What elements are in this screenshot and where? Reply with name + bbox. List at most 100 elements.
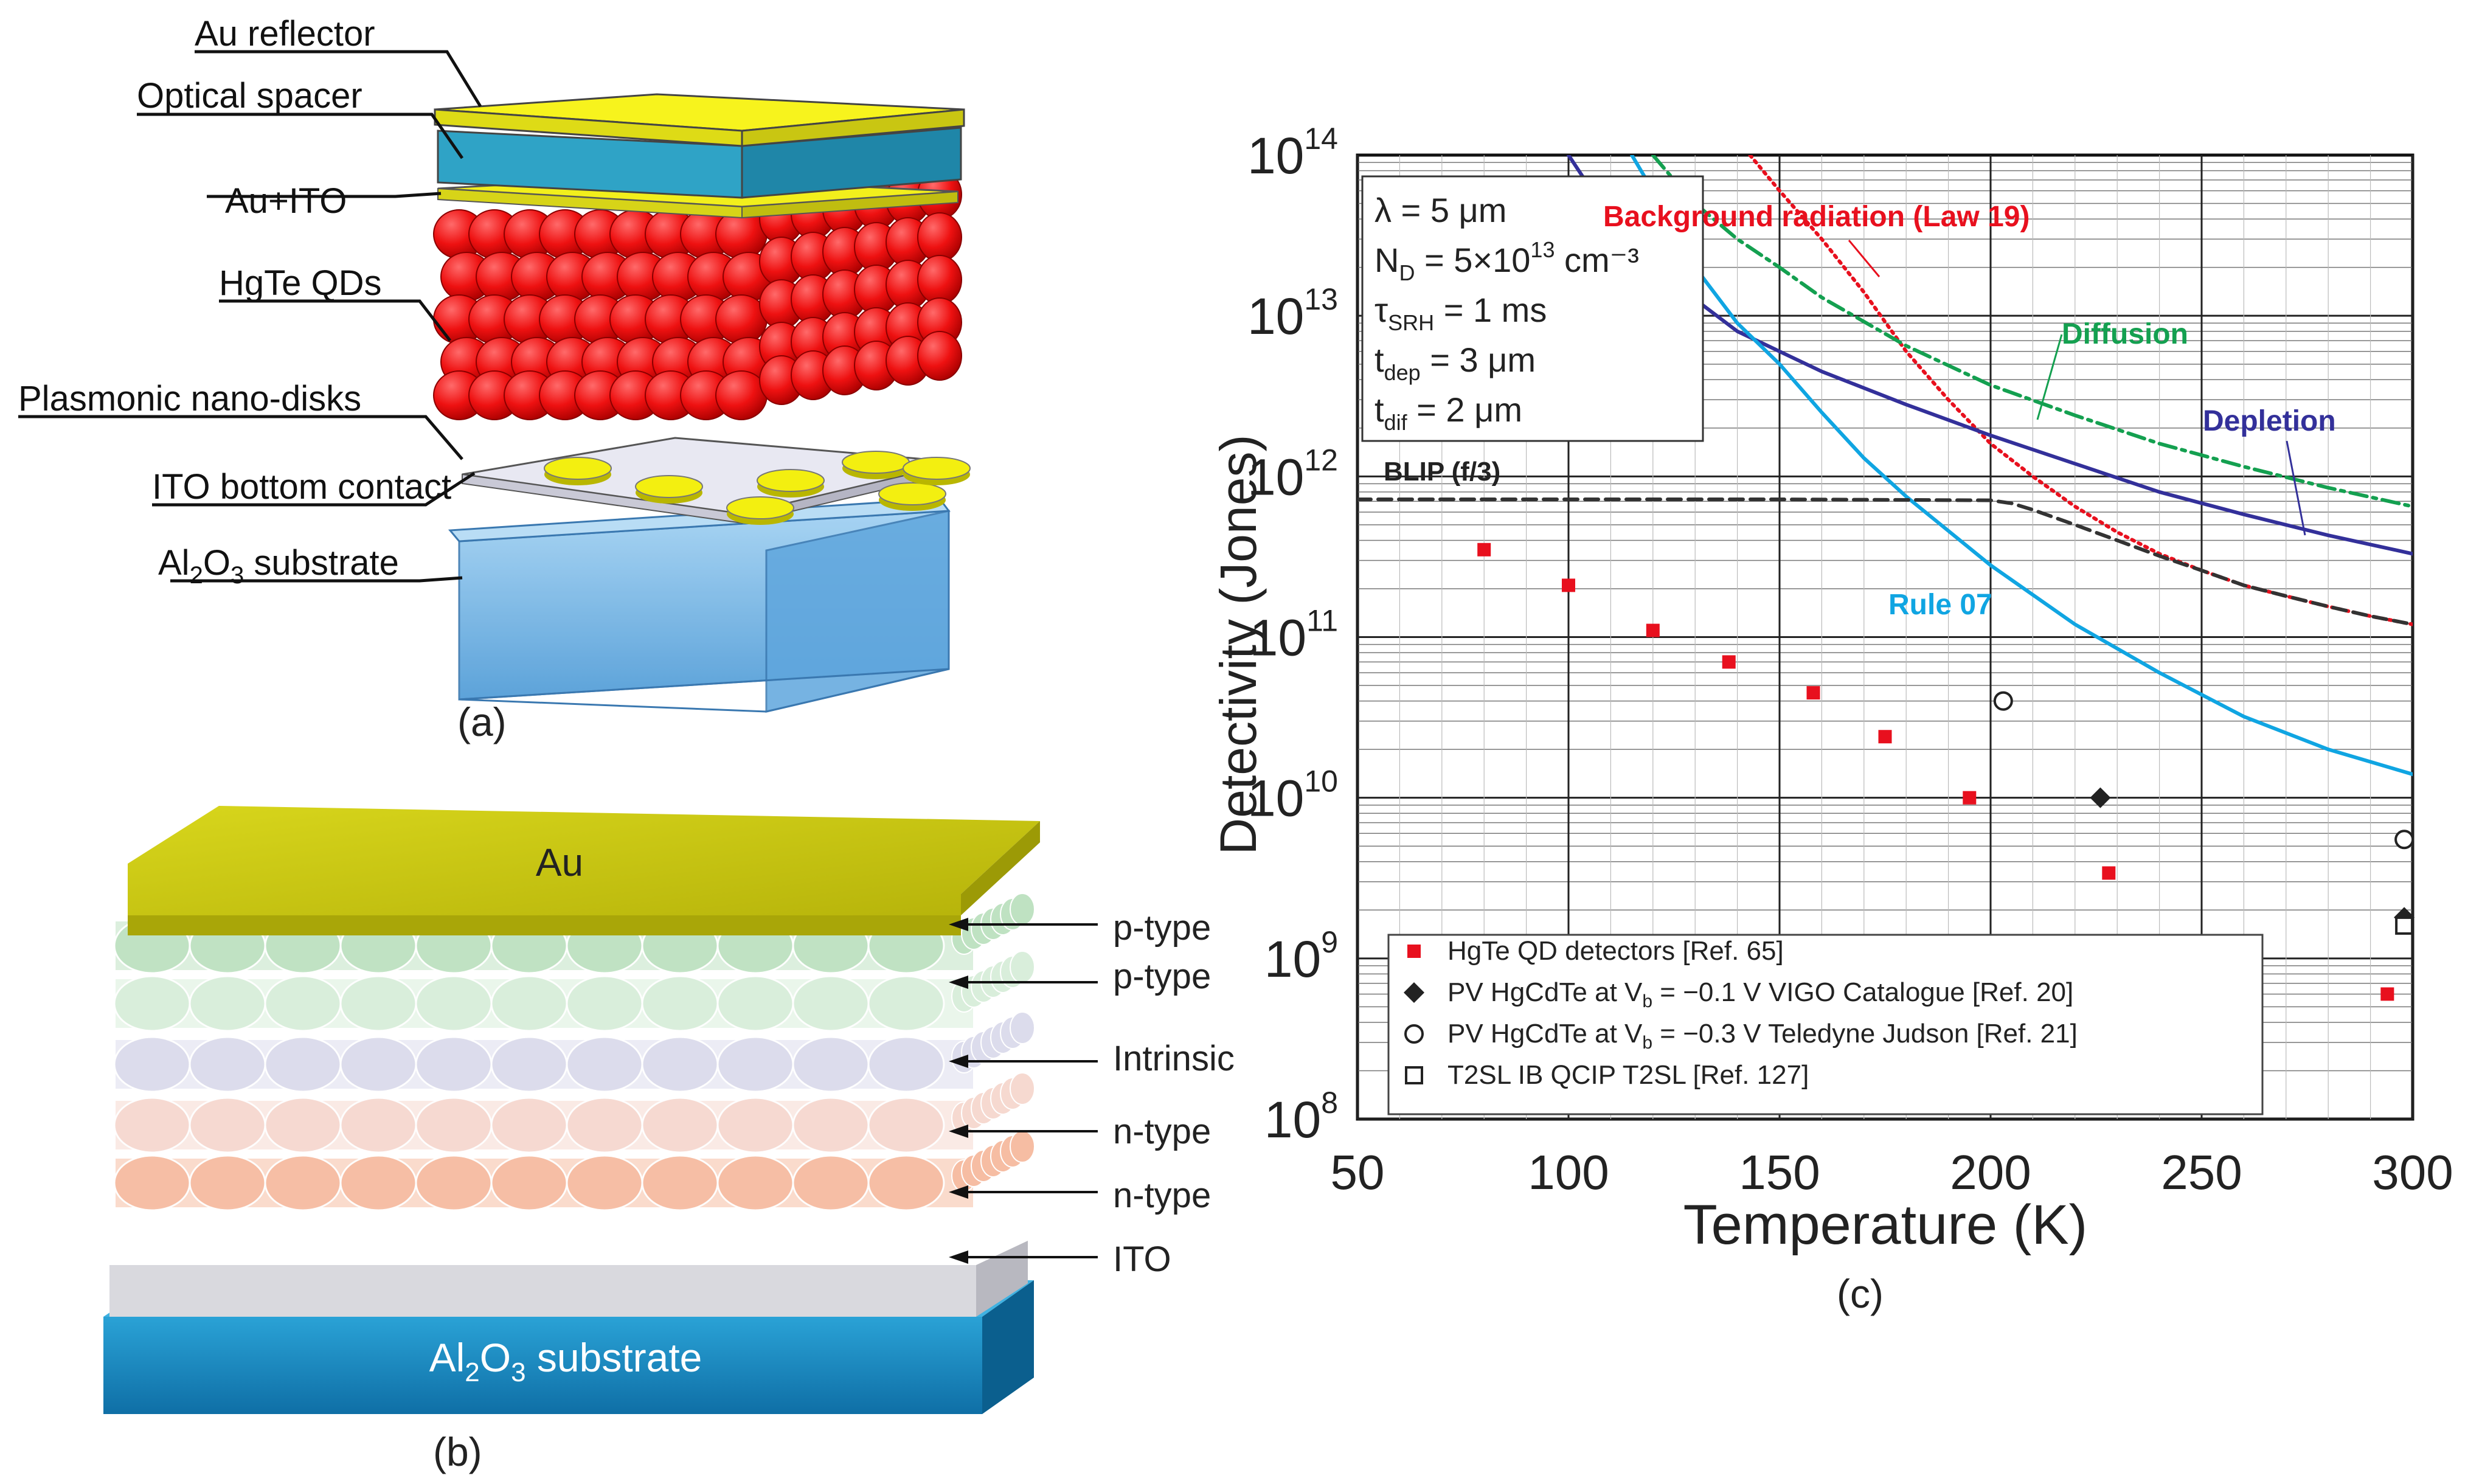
y-tick-label: 108 <box>1264 1086 1338 1148</box>
param-line: ND = 5×1013 cm⁻³ <box>1374 237 1639 285</box>
qd-sphere-b <box>415 1036 493 1093</box>
x-tick-label: 200 <box>1950 1145 2031 1199</box>
qd-sphere-b <box>339 1154 417 1212</box>
qd-sphere-b <box>189 1154 266 1212</box>
y-tick-label: 1012 <box>1247 443 1338 505</box>
qd-sphere-b <box>716 1097 794 1154</box>
legend-entry: HgTe QD detectors [Ref. 65] <box>1447 936 1784 966</box>
qd-sphere-b <box>339 975 417 1032</box>
legend-marker <box>1404 982 1424 1003</box>
ito-layer-b <box>109 1265 976 1317</box>
qd-sphere-b <box>113 1097 191 1154</box>
qd-sphere-b <box>1010 1011 1035 1044</box>
qd-sphere-b <box>113 1154 191 1212</box>
x-axis-label: Temperature (K) <box>1683 1194 2088 1256</box>
qd-sphere-b <box>792 1154 870 1212</box>
data-point <box>1963 791 1977 805</box>
x-tick-label: 300 <box>2372 1145 2453 1199</box>
qd-layers-b <box>113 893 1035 1212</box>
panel-c-detectivity-chart: 50 100 150 200 250 300 108 109 1010 1011 1012 1013 1… <box>1210 122 2453 1316</box>
label-ito-bottom-contact: ITO bottom contact <box>152 467 451 507</box>
label-optical-spacer: Optical spacer <box>137 76 362 116</box>
layer-arrow-head <box>949 918 968 931</box>
legend-marker <box>1404 1024 1424 1044</box>
curve-blip-f-3- <box>1357 498 2413 626</box>
qd-sphere-b <box>490 1154 568 1212</box>
label-substrate-a: Al2O3 substrate <box>158 543 399 589</box>
qd-sphere-b <box>1010 951 1035 983</box>
axis-tick-labels: 50 100 150 200 250 300 108 109 1010 1011 1012 1013 1… <box>1247 122 2453 1199</box>
qd-sphere-b <box>641 1036 719 1093</box>
label-pointers <box>1848 240 2306 536</box>
layer-label: n-type <box>1113 1112 1211 1151</box>
y-tick-label: 1011 <box>1250 604 1338 667</box>
data-point <box>1562 578 1575 592</box>
qd-sphere-b <box>867 975 945 1032</box>
qd-sphere-b <box>566 1097 643 1154</box>
qd-sphere-b <box>113 1036 191 1093</box>
substrate-b <box>103 1317 982 1414</box>
params-text: λ = 5 μm ND = 5×1013 cm⁻³ τSRH = 1 ms tdep … <box>1374 191 1639 435</box>
y-axis-label: Detectivity (Jones) <box>1210 435 1267 855</box>
x-tick-label: 100 <box>1528 1145 1609 1199</box>
nano-disk <box>544 457 612 480</box>
qd-sphere-b <box>792 975 870 1032</box>
layer-arrow-head <box>949 1250 968 1264</box>
label-hgte-qds: HgTe QDs <box>219 263 382 303</box>
qd-sphere-b <box>867 1097 945 1154</box>
qd-sphere-b <box>867 1036 945 1093</box>
layer-arrow-head <box>949 976 968 989</box>
qd-sphere-b <box>264 1154 342 1212</box>
legend: HgTe QD detectors [Ref. 65] PV HgCdTe at … <box>1404 936 2078 1090</box>
plasmonic-nano-disks <box>544 451 971 525</box>
qd-sphere <box>917 255 962 305</box>
nano-disk <box>726 496 794 519</box>
label-plasmonic-nano-disks: Plasmonic nano-disks <box>18 379 361 418</box>
label-au-ito: Au+ITO <box>225 181 347 221</box>
qd-sphere-b <box>641 1097 719 1154</box>
qd-sphere-b <box>1010 1130 1035 1163</box>
panel-b-device-schematic: Au Al2O3 substrate p-type p-type Intrinsic… <box>103 806 1235 1474</box>
qd-sphere <box>917 212 962 262</box>
nano-disk <box>878 482 946 505</box>
qd-sphere-b <box>264 975 342 1032</box>
qd-sphere-b <box>716 1036 794 1093</box>
label-blip: BLIP (f/3) <box>1384 457 1500 487</box>
qd-sphere-b <box>867 1154 945 1212</box>
qd-sphere-b <box>566 975 643 1032</box>
nano-disk <box>903 457 971 480</box>
qd-sphere-b <box>566 1036 643 1093</box>
data-point <box>1477 543 1491 556</box>
param-line: tdif = 2 μm <box>1374 390 1522 435</box>
qd-sphere-b <box>792 1097 870 1154</box>
y-tick-label: 1013 <box>1247 282 1338 345</box>
qd-sphere-b <box>566 1154 643 1212</box>
qd-sphere-b <box>415 1154 493 1212</box>
data-point <box>2394 830 2414 850</box>
legend-entry: PV HgCdTe at Vb = −0.1 V VIGO Catalogue … <box>1447 977 2073 1011</box>
label-depletion: Depletion <box>2203 405 2336 437</box>
qd-sphere-b <box>415 975 493 1032</box>
y-tick-label: 1014 <box>1247 122 1338 184</box>
qd-sphere <box>917 331 962 381</box>
qd-sphere-b <box>189 1097 266 1154</box>
param-line: λ = 5 μm <box>1374 191 1506 229</box>
label-au-b: Au <box>536 841 583 884</box>
caption-b: (b) <box>433 1429 482 1474</box>
data-point <box>1878 730 1892 744</box>
qd-sphere-b <box>339 1036 417 1093</box>
legend-box <box>1387 934 2264 1115</box>
layer-arrows-b: p-type p-type Intrinsic n-type n-type ITO <box>949 908 1235 1279</box>
param-line: τSRH = 1 ms <box>1374 291 1547 335</box>
nano-disk <box>635 475 703 498</box>
qd-sphere-b <box>415 1097 493 1154</box>
data-point <box>2380 987 2394 1001</box>
label-diffusion: Diffusion <box>2062 318 2188 350</box>
layer-label: p-type <box>1113 908 1211 948</box>
x-tick-label: 250 <box>2161 1145 2242 1199</box>
label-substrate-b: Al2O3 substrate <box>429 1335 702 1387</box>
caption-c: (c) <box>1837 1271 1884 1316</box>
qd-sphere-b <box>490 1097 568 1154</box>
